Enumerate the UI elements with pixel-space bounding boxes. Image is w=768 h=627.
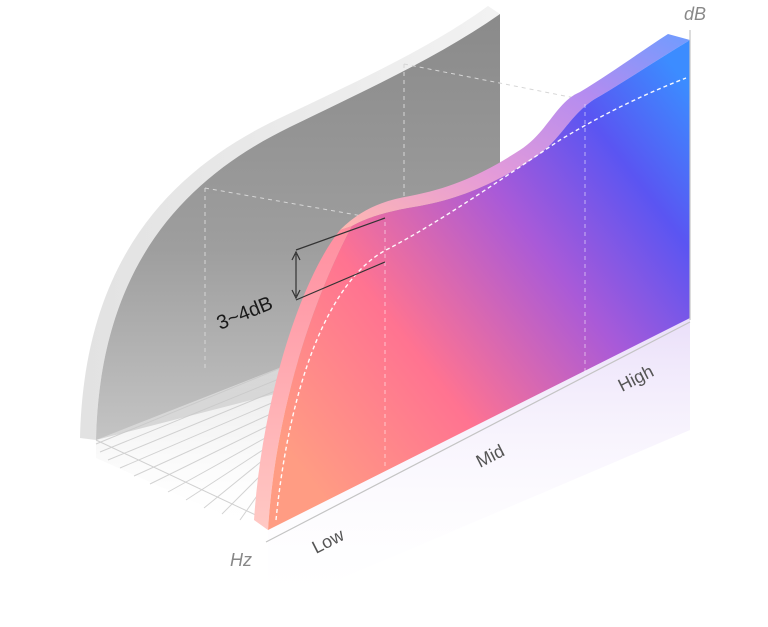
eq-curve-front-edge — [254, 226, 352, 530]
x-axis-unit-label: Hz — [230, 550, 252, 570]
eq-curve-ridge — [340, 34, 690, 230]
panel-glow — [268, 318, 690, 610]
reference-panel-edge — [80, 6, 500, 440]
band-divider-lines — [384, 104, 586, 470]
eq-reference-dashed-curve — [275, 77, 687, 521]
y-axis-unit-label: dB — [684, 4, 706, 24]
level-difference-marker — [291, 217, 386, 301]
x-axis-line — [265, 321, 691, 543]
eq-curve-panel — [254, 34, 690, 530]
axes — [265, 30, 691, 543]
